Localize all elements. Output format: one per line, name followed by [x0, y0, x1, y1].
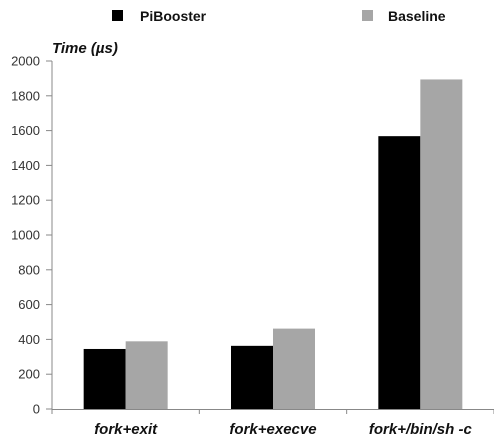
bar-pibooster-2 [231, 345, 273, 409]
y-tick-label: 400 [18, 332, 40, 347]
legend-label-piboost: PiBooster [140, 8, 207, 24]
bar-baseline-3 [420, 79, 463, 409]
y-tick-label: 200 [18, 367, 40, 382]
bars [83, 79, 463, 409]
x-category-label: fork+exit [94, 421, 158, 436]
y-axis-title: Time (µs) [52, 40, 118, 57]
legend: PiBooster Baseline [112, 8, 446, 24]
bar-pibooster-3 [378, 136, 421, 409]
y-tick-label: 1200 [11, 193, 40, 208]
y-tick-label: 1800 [11, 88, 40, 103]
y-tick-label: 1400 [11, 158, 40, 173]
y-tick-label: 0 [33, 402, 40, 417]
bar-baseline-1 [125, 341, 168, 409]
category-labels: fork+exit fork+execve fork+/bin/sh -c [94, 421, 472, 436]
bar-baseline-2 [273, 328, 315, 409]
y-axis-ticks: 0 200 400 600 800 1000 1200 1400 1600 1800 2000 [11, 54, 52, 417]
x-category-label: fork+/bin/sh -c [369, 421, 473, 436]
y-tick-label: 800 [18, 262, 40, 277]
legend-label-baseline: Baseline [388, 8, 446, 24]
x-category-label: fork+execve [229, 421, 316, 436]
y-tick-label: 600 [18, 297, 40, 312]
y-tick-label: 2000 [11, 54, 40, 69]
y-tick-label: 1000 [11, 228, 40, 243]
bar-pibooster-1 [83, 348, 126, 409]
y-tick-label: 1600 [11, 123, 40, 138]
x-axis-ticks [51, 409, 494, 414]
legend-swatch-piboost [112, 10, 123, 21]
legend-swatch-baseline [362, 10, 373, 21]
